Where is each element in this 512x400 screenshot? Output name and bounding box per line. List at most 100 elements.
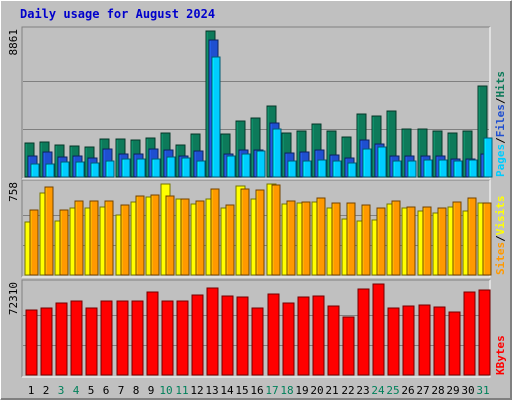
bar-pages-day-20: [317, 159, 327, 178]
x-tick-label-day-24: 24: [371, 384, 385, 397]
x-tick-label-day-31: 31: [476, 384, 489, 397]
bar-kbytes-day-24: [372, 283, 385, 376]
x-tick-label-day-26: 26: [401, 384, 414, 397]
legend-separator: /: [494, 137, 507, 144]
legend-visits: Visits: [494, 196, 507, 236]
legend-pages: Pages: [494, 144, 507, 177]
bar-sites-day-25: [391, 200, 401, 276]
x-tick-label-day-14: 14: [220, 384, 234, 397]
bar-kbytes-day-27: [418, 304, 431, 376]
bar-kbytes-day-9: [146, 291, 159, 376]
bar-pages-day-30: [468, 159, 478, 178]
x-tick-label-day-25: 25: [386, 384, 399, 397]
bar-kbytes-day-18: [282, 302, 295, 376]
chart-title: Daily usage for August 2024: [20, 7, 215, 21]
bar-pages-day-22: [347, 162, 357, 178]
bar-sites-day-6: [104, 200, 114, 276]
legend-kbytes: KBytes: [494, 335, 507, 375]
bar-pages-day-7: [121, 158, 131, 178]
bar-kbytes-day-4: [70, 300, 83, 376]
bar-sites-day-11: [180, 198, 190, 276]
bar-kbytes-day-6: [100, 300, 113, 376]
bar-kbytes-day-23: [357, 288, 370, 376]
x-tick-label-day-8: 8: [133, 384, 140, 397]
bar-sites-day-7: [120, 204, 130, 276]
bar-sites-day-5: [89, 200, 99, 276]
x-tick-label-day-11: 11: [175, 384, 188, 397]
bar-kbytes-day-31: [478, 289, 491, 376]
bar-kbytes-day-28: [433, 306, 446, 376]
bar-pages-day-3: [60, 161, 70, 178]
bar-pages-day-15: [241, 153, 251, 178]
bar-pages-day-8: [136, 158, 146, 178]
bar-sites-day-16: [255, 189, 265, 276]
bar-kbytes-day-25: [387, 307, 400, 376]
x-tick-label-day-13: 13: [205, 384, 218, 397]
x-tick-label-day-18: 18: [280, 384, 293, 397]
x-tick-label-day-5: 5: [88, 384, 95, 397]
panel-top-border-dark: [21, 26, 490, 179]
bar-sites-day-10: [165, 195, 175, 276]
x-tick-label-day-7: 7: [118, 384, 125, 397]
panel-top-border-light: [22, 27, 491, 180]
panel-bottom-legend: KBytes: [494, 335, 507, 375]
series-pages: [30, 56, 493, 178]
x-tick-label-day-21: 21: [325, 384, 338, 397]
bar-sites-day-30: [467, 197, 477, 276]
bar-sites-day-12: [195, 200, 205, 276]
bar-pages-day-4: [75, 161, 85, 178]
legend-separator: /: [494, 235, 507, 242]
x-tick-label-day-27: 27: [416, 384, 429, 397]
bar-kbytes-day-14: [221, 295, 234, 376]
bar-kbytes-day-16: [251, 307, 264, 376]
x-tick-label-day-29: 29: [446, 384, 459, 397]
bar-kbytes-day-22: [342, 316, 355, 376]
panel-top-max-label: 8861: [7, 29, 20, 56]
bar-sites-day-19: [301, 201, 311, 276]
bar-kbytes-day-7: [116, 300, 129, 376]
panel-bottom: [21, 279, 491, 378]
bar-pages-day-29: [453, 160, 463, 178]
panels: [21, 26, 493, 378]
bar-sites-day-18: [286, 200, 296, 276]
x-tick-label-day-16: 16: [250, 384, 263, 397]
bar-kbytes-day-3: [55, 302, 68, 376]
x-tick-label-day-9: 9: [148, 384, 155, 397]
panel-top: [21, 26, 493, 180]
bar-pages-day-9: [151, 158, 161, 178]
x-tick-label-day-10: 10: [159, 384, 172, 397]
bar-kbytes-day-13: [206, 287, 219, 376]
x-tick-label-day-15: 15: [235, 384, 248, 397]
bar-pages-day-24: [377, 146, 387, 178]
bar-pages-day-6: [105, 160, 115, 178]
bar-sites-day-15: [240, 188, 250, 276]
x-tick-label-day-6: 6: [103, 384, 110, 397]
bar-pages-day-26: [407, 160, 417, 178]
bar-kbytes-day-8: [131, 300, 144, 376]
x-tick-label-day-17: 17: [265, 384, 278, 397]
bar-sites-day-1: [29, 209, 39, 276]
panel-bottom-border-dark: [21, 279, 490, 377]
series-sites: [29, 184, 492, 276]
bar-sites-day-2: [44, 186, 54, 276]
bar-pages-day-14: [226, 155, 236, 178]
x-tick-label-day-20: 20: [310, 384, 323, 397]
panel-middle-max-label: 758: [7, 182, 20, 202]
bar-pages-day-21: [332, 160, 342, 178]
bar-kbytes-day-11: [176, 300, 189, 376]
bar-pages-day-5: [90, 162, 100, 178]
bar-sites-day-17: [271, 184, 281, 276]
panel-bottom-max-label: 72310: [7, 282, 20, 315]
panel-middle-border-dark: [21, 179, 490, 277]
bar-sites-day-9: [150, 194, 160, 276]
bar-pages-day-11: [181, 157, 191, 178]
panel-middle: [21, 179, 492, 278]
panel-top-legend: Pages/Files/Hits: [494, 71, 507, 177]
bar-kbytes-day-1: [25, 309, 38, 376]
x-tick-label-day-22: 22: [341, 384, 354, 397]
bar-pages-day-28: [438, 159, 448, 178]
x-tick-label-day-1: 1: [28, 384, 35, 397]
bar-pages-day-19: [302, 160, 312, 178]
